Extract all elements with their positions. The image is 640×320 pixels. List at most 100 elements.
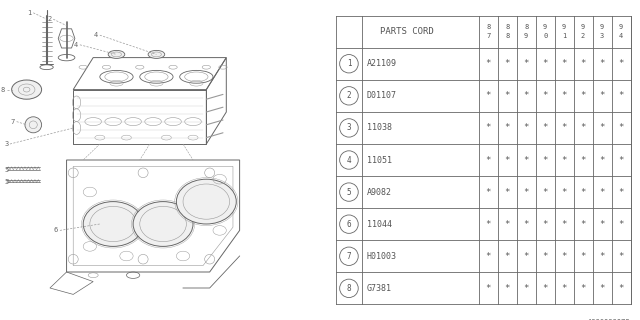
Text: *: * — [486, 188, 491, 196]
Text: 11038: 11038 — [367, 124, 392, 132]
Text: 3: 3 — [347, 124, 351, 132]
Text: *: * — [524, 124, 529, 132]
Text: *: * — [580, 252, 586, 261]
Ellipse shape — [83, 202, 143, 246]
Text: 4: 4 — [347, 156, 351, 164]
Text: 3: 3 — [4, 141, 8, 147]
Text: *: * — [618, 59, 624, 68]
Text: 3: 3 — [600, 33, 604, 39]
Text: 9: 9 — [581, 24, 585, 30]
Text: *: * — [580, 59, 586, 68]
Text: 5: 5 — [4, 180, 8, 185]
Text: 6: 6 — [347, 220, 351, 229]
Text: *: * — [580, 188, 586, 196]
Text: *: * — [504, 188, 510, 196]
Text: 0: 0 — [543, 33, 547, 39]
Text: 2: 2 — [347, 91, 351, 100]
Text: A21109: A21109 — [367, 59, 397, 68]
Text: *: * — [524, 59, 529, 68]
Text: *: * — [486, 124, 491, 132]
Text: 8: 8 — [486, 24, 490, 30]
Text: 4: 4 — [94, 32, 98, 38]
Text: 8: 8 — [505, 33, 509, 39]
Text: 7: 7 — [486, 33, 490, 39]
Text: *: * — [580, 91, 586, 100]
Text: *: * — [543, 188, 548, 196]
Ellipse shape — [12, 80, 42, 99]
Text: *: * — [561, 220, 567, 229]
Text: *: * — [504, 91, 510, 100]
Text: 6: 6 — [54, 228, 58, 233]
Text: 2: 2 — [581, 33, 585, 39]
Text: 8: 8 — [1, 87, 5, 92]
Text: *: * — [486, 220, 491, 229]
Text: *: * — [600, 124, 605, 132]
Circle shape — [340, 279, 358, 298]
Text: *: * — [618, 91, 624, 100]
Text: *: * — [561, 59, 567, 68]
Text: 1: 1 — [562, 33, 566, 39]
Text: 5: 5 — [347, 188, 351, 196]
Text: 11044: 11044 — [367, 220, 392, 229]
Text: *: * — [524, 188, 529, 196]
Text: *: * — [486, 284, 491, 293]
Text: A9082: A9082 — [367, 188, 392, 196]
Text: *: * — [486, 91, 491, 100]
Text: *: * — [618, 156, 624, 164]
Text: *: * — [486, 252, 491, 261]
Text: *: * — [561, 252, 567, 261]
Text: 2: 2 — [47, 16, 52, 22]
Text: 8: 8 — [524, 24, 528, 30]
Text: *: * — [618, 188, 624, 196]
Text: H01003: H01003 — [367, 252, 397, 261]
Text: 1: 1 — [28, 10, 31, 16]
Text: 9: 9 — [543, 24, 547, 30]
Text: *: * — [543, 156, 548, 164]
Text: *: * — [504, 220, 510, 229]
Text: *: * — [504, 124, 510, 132]
Text: PARTS CORD: PARTS CORD — [380, 27, 434, 36]
Text: 4: 4 — [619, 33, 623, 39]
Text: *: * — [543, 252, 548, 261]
Text: 9: 9 — [524, 33, 528, 39]
Ellipse shape — [177, 179, 236, 224]
Text: 11051: 11051 — [367, 156, 392, 164]
Text: *: * — [561, 188, 567, 196]
Text: 9: 9 — [619, 24, 623, 30]
Ellipse shape — [108, 50, 125, 58]
Ellipse shape — [133, 202, 193, 246]
Text: *: * — [618, 284, 624, 293]
Text: *: * — [543, 59, 548, 68]
Text: *: * — [600, 188, 605, 196]
Text: *: * — [580, 124, 586, 132]
Circle shape — [340, 247, 358, 266]
Text: *: * — [600, 220, 605, 229]
Text: *: * — [600, 156, 605, 164]
Ellipse shape — [148, 50, 164, 58]
Text: *: * — [618, 124, 624, 132]
Text: *: * — [486, 156, 491, 164]
Text: *: * — [524, 252, 529, 261]
Text: *: * — [600, 59, 605, 68]
Text: *: * — [543, 124, 548, 132]
Text: *: * — [504, 284, 510, 293]
Circle shape — [340, 183, 358, 201]
Circle shape — [340, 119, 358, 137]
Text: *: * — [600, 284, 605, 293]
Text: G7381: G7381 — [367, 284, 392, 293]
Text: 7: 7 — [347, 252, 351, 261]
Text: *: * — [600, 252, 605, 261]
Text: *: * — [524, 220, 529, 229]
Circle shape — [340, 215, 358, 233]
Text: *: * — [580, 220, 586, 229]
Text: *: * — [504, 252, 510, 261]
Text: 5: 5 — [4, 167, 8, 172]
Text: *: * — [524, 156, 529, 164]
Text: D01107: D01107 — [367, 91, 397, 100]
Text: *: * — [504, 156, 510, 164]
Text: *: * — [524, 284, 529, 293]
Text: *: * — [561, 156, 567, 164]
Text: *: * — [504, 59, 510, 68]
Text: *: * — [561, 91, 567, 100]
Text: *: * — [600, 91, 605, 100]
